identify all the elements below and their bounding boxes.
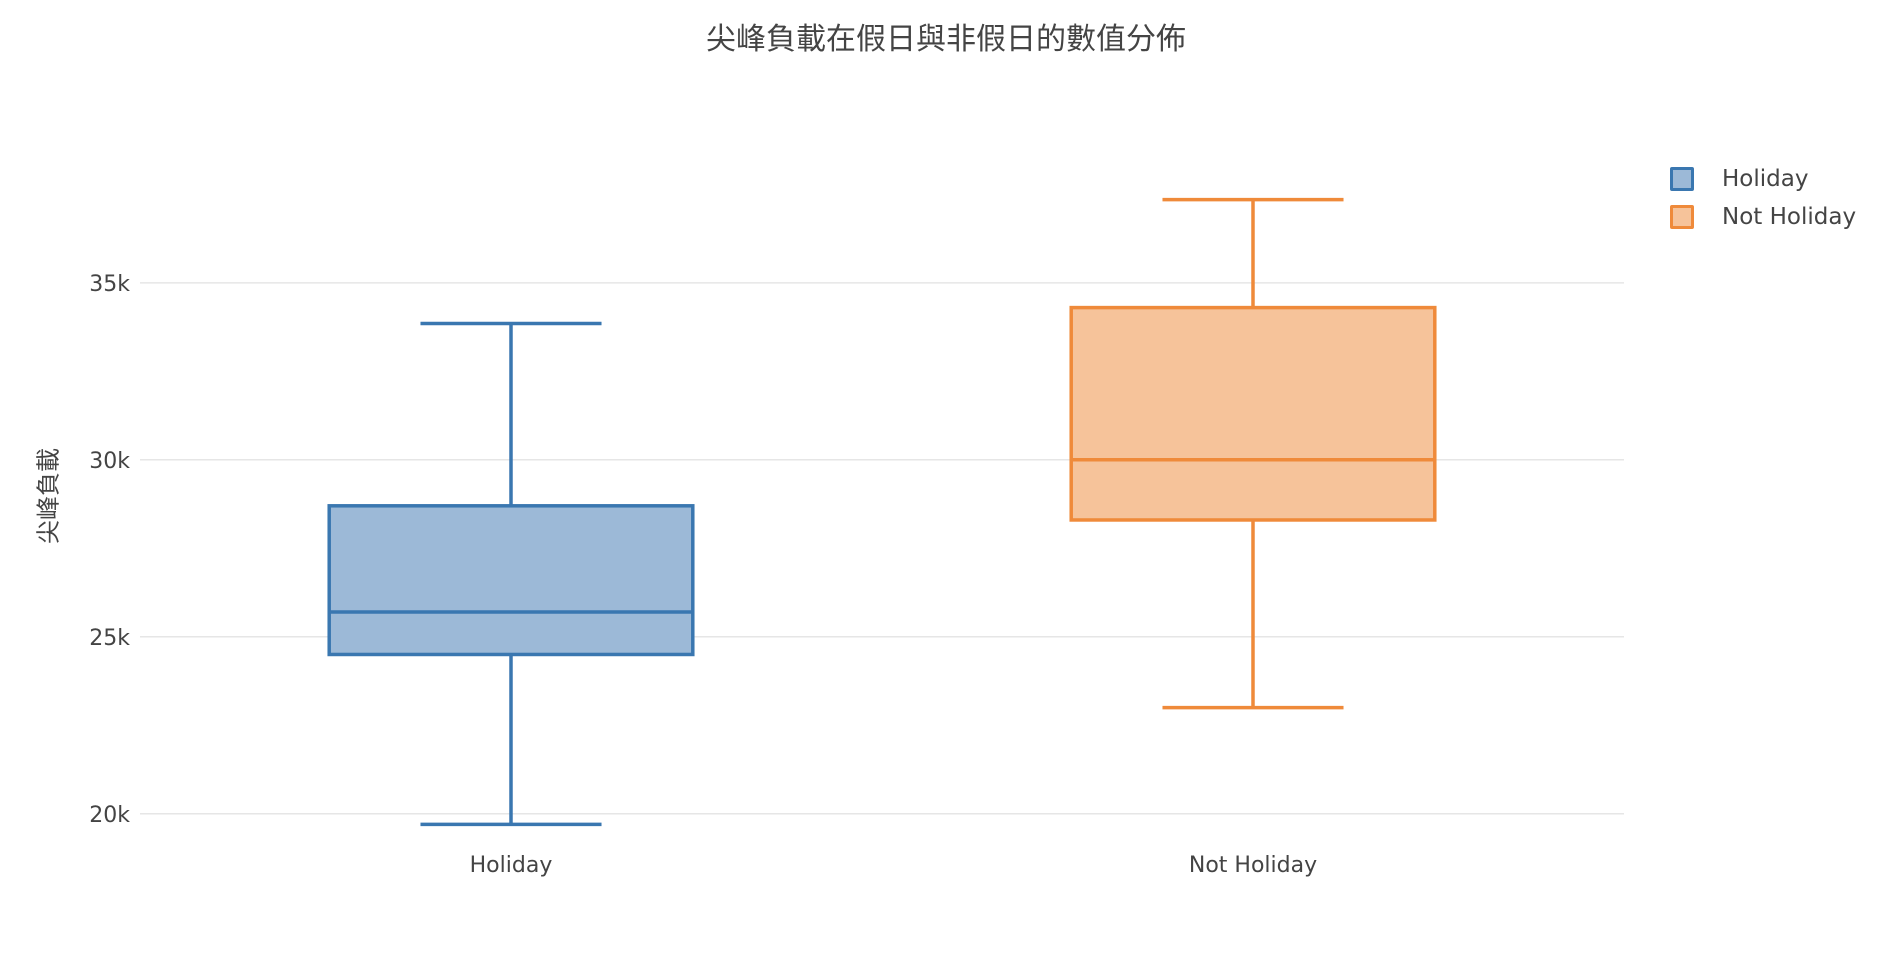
legend-label-holiday: Holiday <box>1722 166 1809 192</box>
y-tick-label: 30k <box>89 449 130 474</box>
x-tick-label: Not Holiday <box>1189 853 1317 878</box>
legend: Holiday Not Holiday <box>1670 160 1856 236</box>
box-holiday <box>327 504 695 657</box>
y-tick-label: 20k <box>89 803 130 828</box>
legend-item-not-holiday[interactable]: Not Holiday <box>1670 198 1856 236</box>
y-tick-label: 25k <box>89 626 130 651</box>
x-tick-label: Holiday <box>470 853 553 878</box>
legend-label-not-holiday: Not Holiday <box>1722 204 1857 230</box>
legend-swatch-holiday <box>1670 167 1694 191</box>
chart-title: 尖峰負載在假日與非假日的數值分佈 <box>706 22 1186 57</box>
legend-item-holiday[interactable]: Holiday <box>1670 160 1856 198</box>
legend-swatch-not-holiday <box>1670 205 1694 229</box>
box-not-holiday <box>1069 305 1437 522</box>
y-tick-label: 35k <box>89 272 130 297</box>
